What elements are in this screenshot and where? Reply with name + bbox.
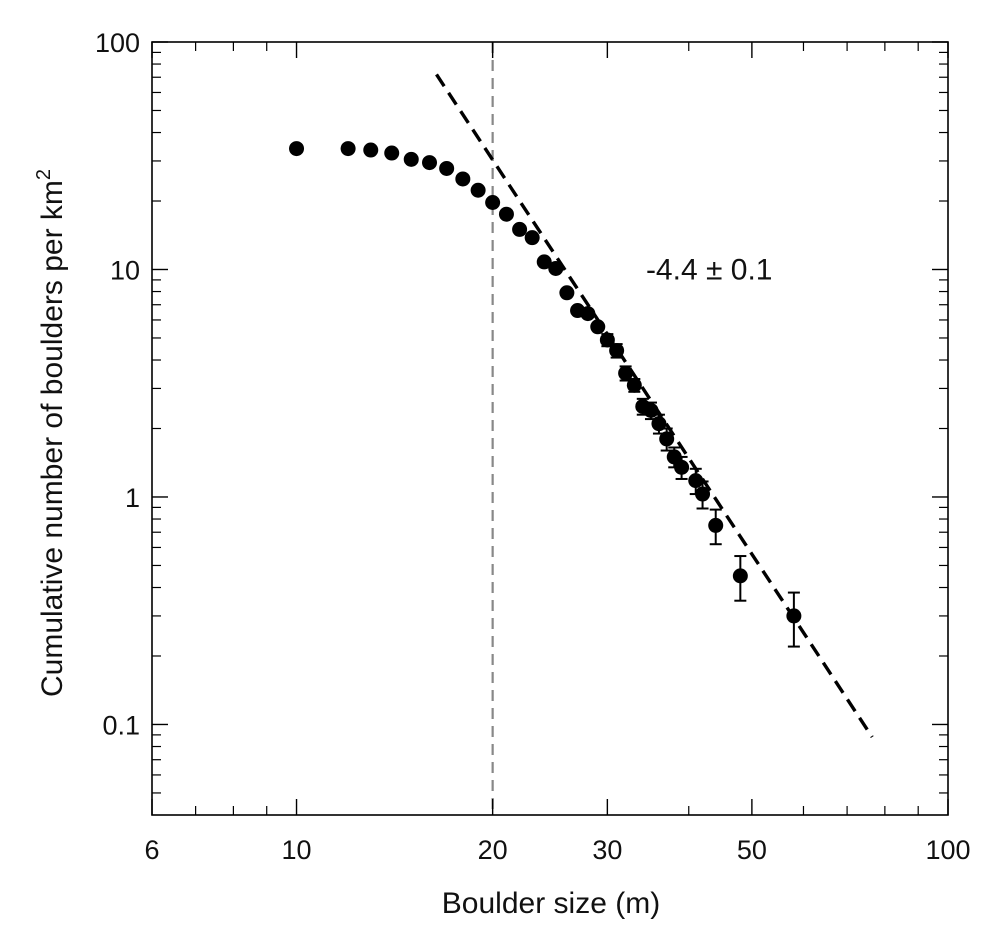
tick-labels: 6 10 20 30 50 100 0.1 1 10 100 [95,28,971,865]
y-axis-title: Cumulative number of boulders per km2 [33,169,69,697]
data-point [289,141,305,157]
x-tick-label: 6 [144,835,159,865]
data-point [580,306,596,322]
data-point [498,206,514,222]
data-point [674,459,690,475]
data-point [786,608,802,624]
data-point [536,254,552,270]
data-point [439,160,455,176]
data-point [384,145,400,161]
x-tick-label: 50 [737,835,767,865]
data-point [708,517,724,533]
x-axis-title: Boulder size (m) [442,887,660,920]
data-points-layer [289,141,802,648]
x-tick-label: 30 [592,835,622,865]
data-point [340,141,356,157]
data-point [651,416,667,432]
data-point [666,449,682,465]
data-point [688,473,704,489]
x-tick-label: 10 [282,835,312,865]
data-point [643,402,659,418]
data-point [732,568,748,584]
data-point [403,151,419,167]
data-point [524,230,540,246]
y-tick-label: 10 [110,255,140,285]
axis-ticks [151,41,949,815]
data-point [512,221,528,237]
y-tick-label: 0.1 [102,710,140,740]
data-point [363,142,379,158]
slope-annotation: -4.4 ± 0.1 [646,253,773,286]
data-point [559,285,575,301]
data-point [618,365,634,381]
plot-frame [151,41,949,816]
data-point [626,377,642,393]
x-tick-label: 20 [478,835,508,865]
y-axis-title-main: Cumulative number of boulders per km [36,180,69,697]
data-point [548,261,564,277]
data-point [590,319,606,335]
y-axis-title-superscript: 2 [33,169,55,180]
data-point [609,343,625,359]
data-point [695,486,711,502]
data-point [659,431,675,447]
y-tick-label: 100 [95,28,140,58]
axes-frame [151,41,949,816]
y-tick-label: 1 [125,483,140,513]
data-point [485,195,501,211]
data-point [455,171,471,187]
data-point [422,155,438,171]
x-tick-label: 100 [925,835,970,865]
data-point [470,182,486,198]
